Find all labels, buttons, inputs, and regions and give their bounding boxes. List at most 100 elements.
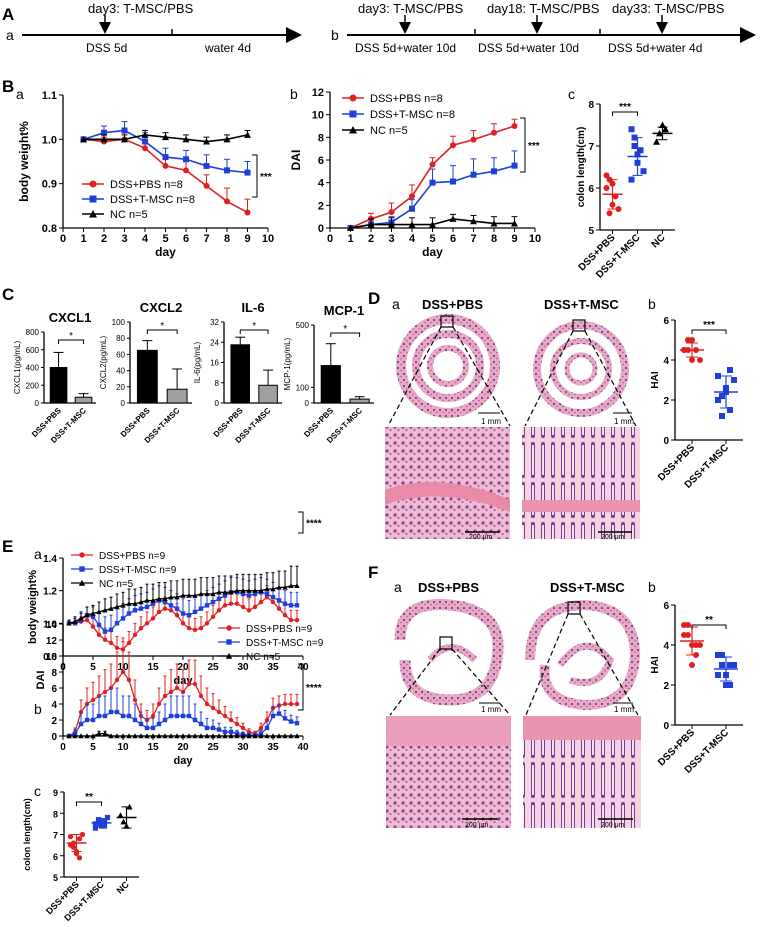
x-tick-label: 7: [203, 233, 209, 245]
data-point: [429, 221, 436, 228]
data-point: [101, 823, 108, 829]
x-tick-label: 8: [224, 233, 230, 245]
data-point: [174, 606, 180, 611]
data-point: [120, 713, 126, 719]
d-high-left-muscle: [385, 482, 510, 512]
data-point: [95, 821, 102, 827]
y-tick-label: 2: [318, 200, 324, 212]
x-tick-label: 3: [388, 233, 394, 245]
data-point: [270, 599, 276, 605]
legend-marker: [226, 625, 232, 631]
data-point: [150, 713, 156, 719]
y-tick-label: 1.0: [43, 619, 57, 630]
sub-label-b: b: [331, 27, 339, 43]
data-point: [449, 215, 457, 222]
data-point: [252, 604, 258, 610]
y-tick-label: 1.1: [42, 90, 57, 102]
data-point: [70, 844, 77, 850]
x-tick-label: 1: [80, 233, 86, 245]
x-tick-label: 15: [147, 662, 159, 673]
data-point: [72, 619, 78, 624]
significance-label: ****: [306, 519, 322, 530]
chart-body-weight-short: 0.8 0.9 1.0 1.1 0 1 2 3 4 5 6 7 8 9 10 day body weight% D…: [17, 90, 274, 259]
data-point: [222, 589, 228, 595]
significance-bracket: [58, 339, 85, 344]
data-point: [288, 719, 294, 724]
data-point: [186, 713, 192, 719]
data-point: [240, 587, 246, 593]
data-point: [174, 733, 180, 739]
legend-marker: [349, 126, 357, 134]
x-tick-label: 30: [237, 742, 249, 753]
data-point: [282, 733, 288, 739]
sub-label-eb: b: [34, 701, 42, 717]
data-point: [228, 589, 234, 595]
data-point: [276, 733, 282, 739]
y-tick-label: 32: [210, 318, 219, 327]
x-axis-label: day: [155, 245, 176, 259]
significance-label: ***: [619, 102, 631, 113]
y-tick-label: 7: [53, 831, 58, 841]
chart-title: CXCL2: [140, 300, 183, 315]
y-tick-label: 6: [663, 601, 669, 612]
data-point: [186, 733, 192, 739]
data-point: [270, 733, 276, 739]
y-tick-label: 6: [588, 184, 594, 195]
significance-bracket: [146, 329, 178, 334]
y-tick-label: 0.9: [42, 179, 57, 191]
x-tick-label: 15: [147, 742, 159, 753]
y-tick-label: 20: [116, 383, 125, 392]
data-point: [142, 145, 148, 152]
x-tick-label: 9: [511, 233, 517, 245]
data-point: [198, 591, 204, 597]
legend-marker: [349, 110, 357, 118]
data-point: [114, 733, 120, 739]
data-point: [138, 606, 144, 611]
data-point: [78, 733, 84, 739]
data-point: [192, 609, 198, 615]
data-point: [150, 597, 156, 603]
data-point: [126, 640, 132, 646]
legend-marker: [89, 195, 97, 203]
data-point: [470, 136, 477, 143]
data-point: [126, 677, 132, 683]
data-point: [180, 689, 186, 695]
x-tick-label: 1: [347, 233, 353, 245]
data-point: [174, 612, 180, 618]
d-low-left-zoom-box: [440, 315, 454, 328]
f-zoom-line-1: [389, 648, 441, 716]
x-tick-label: 0: [60, 233, 66, 245]
data-point: [198, 721, 204, 727]
y-tick-label: 6: [663, 316, 669, 327]
y-tick-label: 10: [46, 652, 58, 663]
legend-label: NC n=5: [110, 209, 148, 221]
data-point: [121, 135, 128, 143]
data-point: [276, 584, 282, 590]
y-tick-label: 12: [46, 636, 58, 647]
data-point: [697, 357, 703, 363]
d-high-right-scale: 200 μm: [601, 534, 625, 541]
legend-marker: [79, 566, 85, 572]
data-point: [90, 610, 96, 616]
data-point: [388, 209, 395, 216]
data-point: [258, 587, 264, 593]
data-point: [715, 652, 721, 658]
d-low-right-colon-outer: [533, 321, 629, 417]
data-point: [84, 733, 90, 739]
x-tick-label: 40: [297, 742, 309, 753]
x-tick-label: 0: [327, 233, 333, 245]
data-point: [80, 135, 87, 143]
data-point: [288, 603, 294, 608]
sub-label-ba: a: [16, 86, 24, 102]
data-point: [174, 713, 180, 719]
d-low-right-scale: 1 mm: [614, 417, 634, 426]
category-label: NC: [650, 232, 668, 250]
data-point: [132, 632, 138, 637]
data-point: [367, 221, 375, 228]
sub-label-ea: a: [34, 546, 42, 562]
sub-label-da: a: [392, 296, 400, 312]
data-point: [203, 162, 210, 169]
data-point: [84, 612, 90, 618]
data-point: [228, 717, 234, 723]
data-point: [92, 821, 99, 827]
